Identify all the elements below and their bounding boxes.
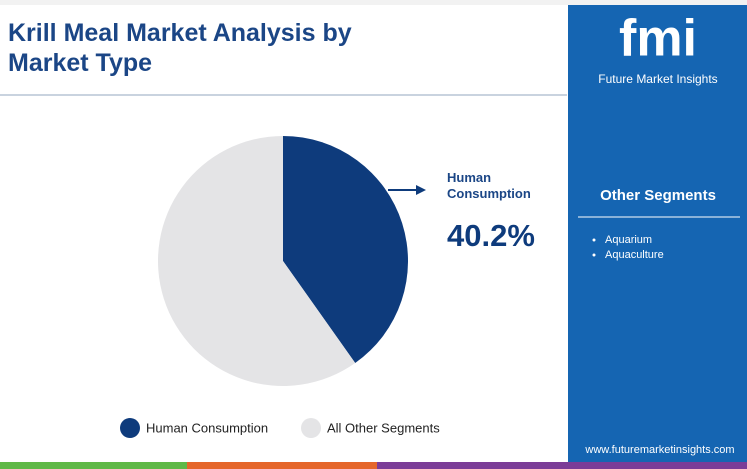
pie-slice — [158, 136, 356, 386]
logo: fmi — [619, 10, 697, 68]
footer-bar — [377, 462, 747, 469]
top-strip — [0, 0, 747, 5]
legend-label: All Other Segments — [327, 420, 440, 435]
sidebar-item: Aquarium — [605, 234, 652, 246]
legend-swatch — [301, 418, 321, 438]
sidebar — [568, 5, 747, 462]
slice-annotation: Human Consumption — [447, 170, 531, 201]
footer-bar — [187, 462, 377, 469]
sidebar-item: Aquaculture — [605, 249, 664, 261]
chart-title: Krill Meal Market Analysis by Market Typ… — [8, 19, 352, 77]
legend-label: Human Consumption — [146, 420, 268, 435]
sidebar-heading: Other Segments — [600, 187, 716, 204]
arrow-head — [416, 185, 426, 195]
bullet — [592, 253, 596, 257]
brand-name: Future Market Insights — [598, 72, 717, 86]
footer-bar — [0, 462, 187, 469]
value-label: 40.2% — [447, 218, 535, 253]
brand-url: www.futuremarketinsights.com — [584, 444, 734, 456]
legend-swatch — [120, 418, 140, 438]
pie-slice — [283, 136, 409, 364]
bullet — [592, 238, 596, 242]
